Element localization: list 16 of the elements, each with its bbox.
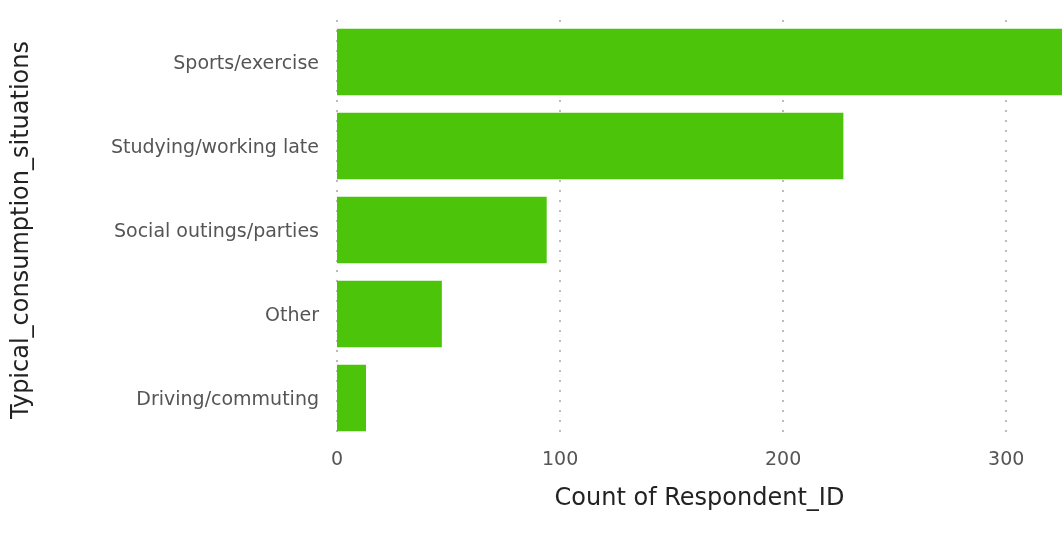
y-axis-title: Typical_consumption_situations: [6, 41, 34, 420]
y-tick-label: Other: [265, 303, 320, 325]
x-tick-label: 0: [330, 446, 344, 469]
bar: [337, 280, 442, 348]
x-tick-label: 100: [541, 446, 579, 469]
y-tick-label: Sports/exercise: [173, 51, 319, 73]
bar: [337, 196, 547, 264]
y-tick-label: Social outings/parties: [113, 219, 319, 241]
y-tick-label: Studying/working late: [110, 135, 319, 157]
x-tick-label: 200: [765, 446, 802, 469]
x-axis-title: Count of Respondent_ID: [554, 483, 845, 511]
y-tick-label: Driving/commuting: [136, 387, 319, 409]
bar: [337, 28, 1062, 96]
x-tick-label: 300: [988, 446, 1025, 469]
bar: [337, 364, 366, 432]
bar: [337, 112, 844, 180]
